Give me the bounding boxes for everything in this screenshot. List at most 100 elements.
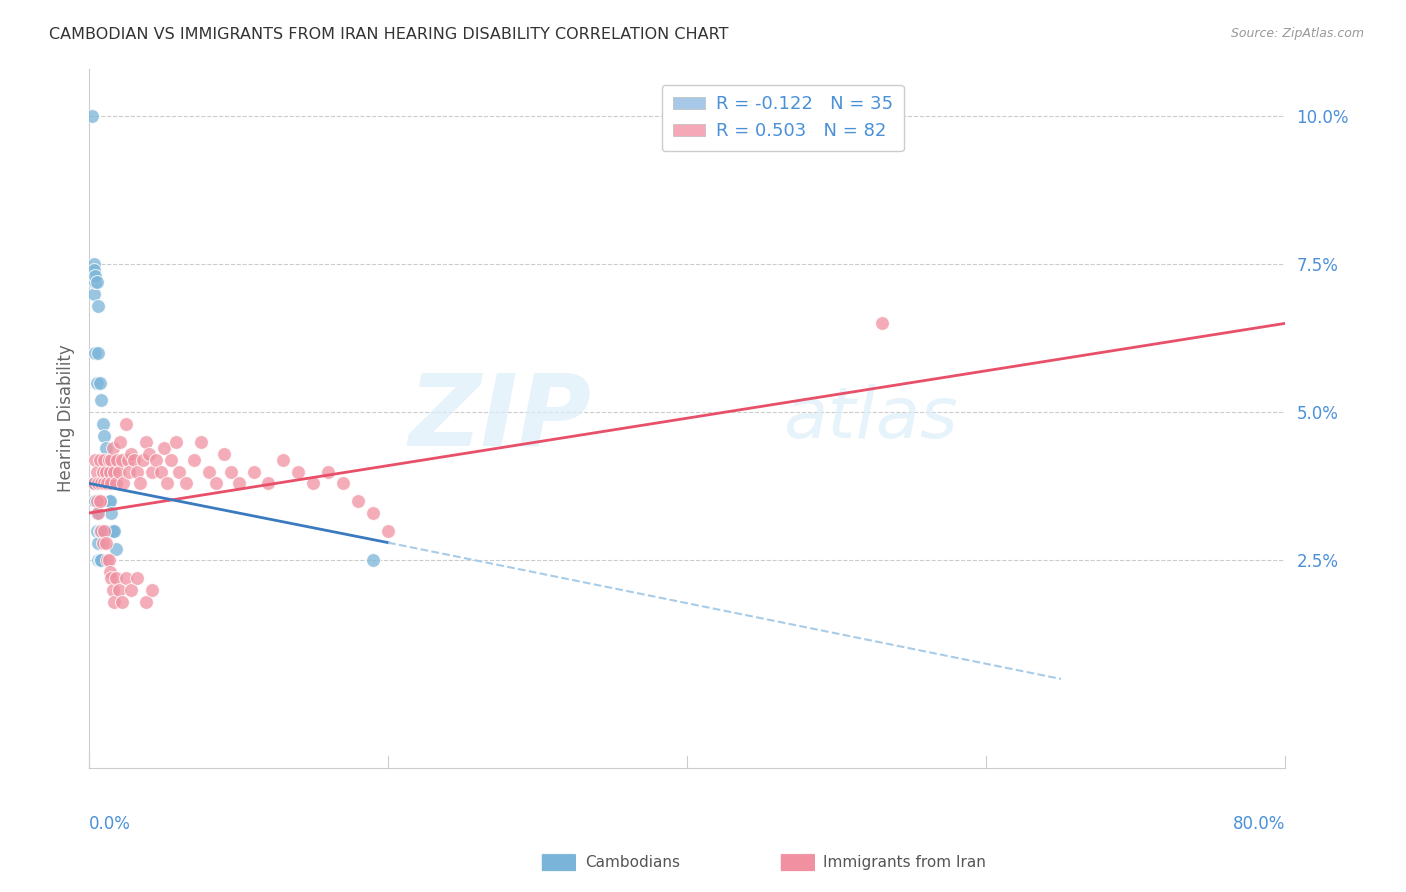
Point (167, 465, 190, 479)
Point (89, 524, 111, 538)
Point (96, 553, 118, 567)
Point (112, 476, 135, 491)
Point (273, 452, 295, 467)
Point (107, 452, 129, 467)
Point (219, 465, 242, 479)
Point (103, 595, 125, 609)
Point (100, 452, 122, 467)
Point (90, 524, 112, 538)
Point (98, 494, 121, 508)
Point (141, 465, 163, 479)
FancyBboxPatch shape (541, 854, 576, 871)
Point (93, 524, 115, 538)
Point (332, 476, 354, 491)
Point (100, 476, 122, 491)
Point (91, 417, 114, 431)
Text: CAMBODIAN VS IMMIGRANTS FROM IRAN HEARING DISABILITY CORRELATION CHART: CAMBODIAN VS IMMIGRANTS FROM IRAN HEARIN… (49, 27, 728, 42)
Point (870, 317, 893, 331)
Point (302, 476, 325, 491)
Point (94, 535, 117, 549)
Point (83, 286, 105, 301)
Point (89, 376, 111, 390)
Point (100, 506, 122, 520)
Point (87, 299, 110, 313)
Point (91, 465, 114, 479)
Point (145, 452, 167, 467)
Point (205, 476, 228, 491)
Point (101, 441, 124, 455)
Point (122, 452, 145, 467)
Point (97, 553, 120, 567)
Point (174, 476, 197, 491)
Point (108, 582, 131, 597)
Text: atlas: atlas (783, 384, 957, 452)
Point (84, 268, 107, 283)
Point (160, 452, 183, 467)
Point (86, 524, 108, 538)
Point (117, 452, 139, 467)
Point (101, 582, 124, 597)
Point (242, 465, 264, 479)
Point (90, 476, 112, 491)
Point (257, 476, 280, 491)
Point (96, 476, 118, 491)
Point (84, 346, 107, 360)
Point (97, 494, 120, 508)
Point (86, 494, 108, 508)
Point (94, 441, 117, 455)
Point (287, 465, 309, 479)
Point (84, 452, 107, 467)
Point (97, 452, 120, 467)
Point (104, 476, 127, 491)
Point (93, 452, 115, 467)
Point (93, 429, 115, 443)
Point (135, 595, 157, 609)
Point (153, 441, 176, 455)
Y-axis label: Hearing Disability: Hearing Disability (58, 344, 75, 492)
Point (96, 465, 118, 479)
Point (87, 506, 110, 520)
Point (156, 476, 179, 491)
Point (228, 476, 250, 491)
Point (149, 465, 172, 479)
Point (103, 524, 125, 538)
Point (141, 582, 163, 597)
Text: Cambodians: Cambodians (585, 855, 681, 870)
Text: 0.0%: 0.0% (89, 815, 131, 833)
Point (120, 582, 142, 597)
Point (86, 506, 108, 520)
Point (316, 465, 339, 479)
Point (104, 541, 127, 556)
Point (132, 452, 155, 467)
Point (125, 465, 148, 479)
Point (86, 376, 108, 390)
Point (87, 535, 110, 549)
Point (84, 494, 107, 508)
Point (83, 476, 105, 491)
Point (135, 434, 157, 449)
Point (361, 553, 384, 567)
Legend: R = -0.122   N = 35, R = 0.503   N = 82: R = -0.122 N = 35, R = 0.503 N = 82 (662, 85, 904, 152)
Point (101, 524, 124, 538)
Text: Immigrants from Iran: Immigrants from Iran (823, 855, 986, 870)
Point (80, 109, 103, 123)
Point (118, 465, 141, 479)
Point (377, 524, 399, 538)
Point (89, 494, 111, 508)
Point (86, 275, 108, 289)
Point (197, 465, 219, 479)
Point (111, 452, 134, 467)
Point (83, 476, 105, 491)
Point (90, 553, 112, 567)
Point (98, 566, 121, 580)
Point (100, 571, 122, 585)
Point (87, 476, 110, 491)
Text: Source: ZipAtlas.com: Source: ZipAtlas.com (1230, 27, 1364, 40)
Point (361, 506, 384, 520)
Point (165, 434, 187, 449)
Point (86, 465, 108, 479)
Point (98, 465, 121, 479)
Point (190, 434, 212, 449)
FancyBboxPatch shape (780, 854, 815, 871)
Point (347, 494, 370, 508)
